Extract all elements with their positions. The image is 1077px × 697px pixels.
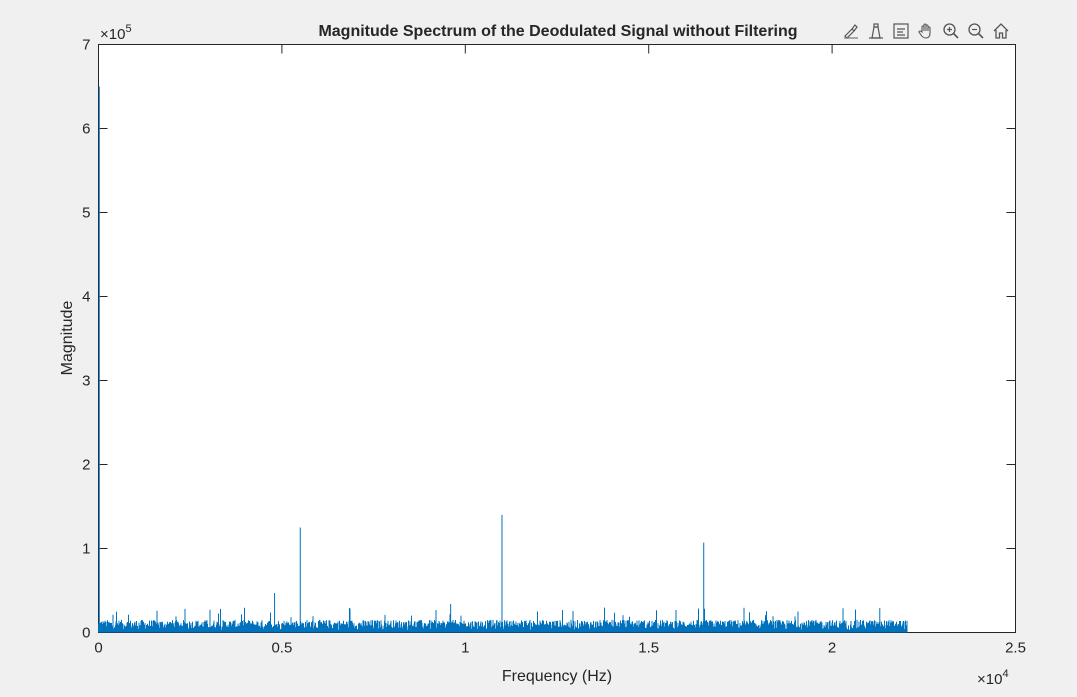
x-tick-label: 1 (461, 640, 469, 657)
plot-area[interactable] (98, 44, 1016, 633)
y-tick-label: 5 (82, 205, 90, 222)
x-tick-label: 2.5 (1005, 640, 1026, 657)
spectrum-peaks (98, 86, 881, 633)
y-tick-label: 1 (82, 541, 90, 558)
x-tick-label: 0 (94, 640, 102, 657)
y-tick-label: 6 (82, 121, 90, 138)
x-exponent: ×104 (977, 668, 1009, 688)
spectrum-line (98, 607, 908, 633)
y-tick-label: 0 (82, 625, 90, 642)
axes-toolbar (840, 20, 1012, 42)
svg-text:×104: ×104 (977, 668, 1009, 688)
svg-text:×105: ×105 (100, 23, 132, 43)
x-axis-label: Frequency (Hz) (502, 668, 612, 685)
y-exponent: ×105 (100, 23, 132, 43)
x-tick-label: 1.5 (638, 640, 659, 657)
home-icon[interactable] (990, 20, 1012, 42)
restore-view-icon[interactable] (890, 20, 912, 42)
brush-icon[interactable] (840, 20, 862, 42)
pan-icon[interactable] (915, 20, 937, 42)
x-tick-label: 2 (828, 640, 836, 657)
y-tick-label: 7 (82, 37, 90, 54)
zoom-in-icon[interactable] (940, 20, 962, 42)
y-tick-label: 4 (82, 289, 90, 306)
y-axis-label: Magnitude (59, 301, 76, 376)
y-tick-label: 2 (82, 457, 90, 474)
x-tick-label: 0.5 (271, 640, 292, 657)
zoom-out-icon[interactable] (965, 20, 987, 42)
chart-title: Magnitude Spectrum of the Deodulated Sig… (318, 23, 797, 40)
data-tips-icon[interactable] (865, 20, 887, 42)
y-tick-label: 3 (82, 373, 90, 390)
tick-labels: 0 0.5 1 1.5 2 2.5 0 1 2 3 4 5 6 7 (82, 37, 1026, 657)
